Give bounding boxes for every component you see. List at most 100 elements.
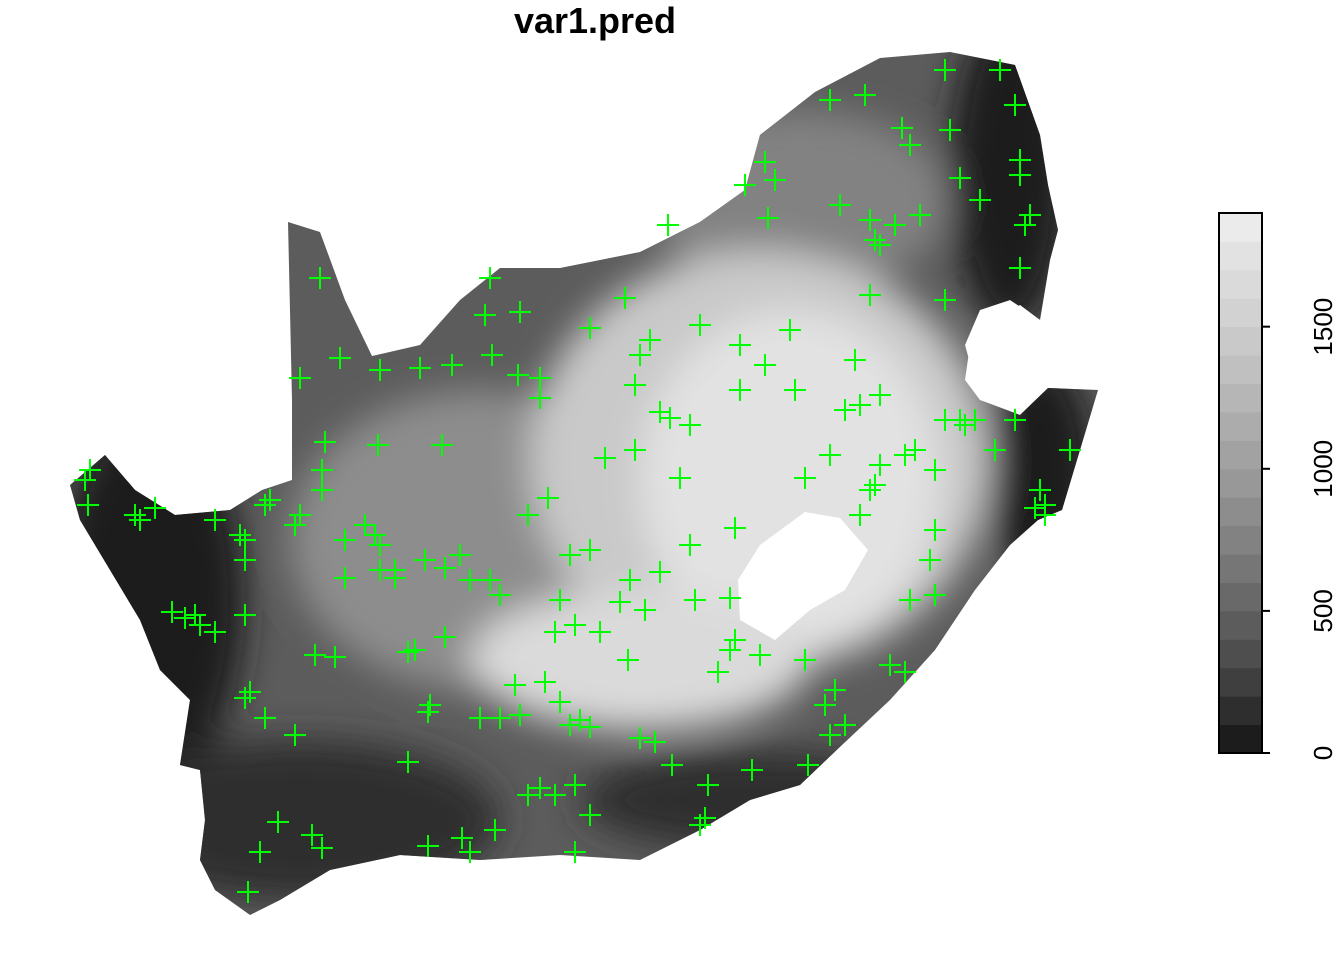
station-marker (649, 401, 671, 423)
station-marker (689, 314, 711, 336)
station-marker (129, 509, 151, 531)
station-marker (204, 621, 226, 643)
station-marker (819, 444, 841, 466)
station-marker (891, 117, 913, 139)
station-marker (919, 549, 941, 571)
station-marker (697, 774, 719, 796)
station-marker (719, 639, 741, 661)
station-marker (284, 514, 306, 536)
station-marker (354, 514, 376, 536)
station-marker (544, 784, 566, 806)
station-marker (741, 759, 763, 781)
station-marker (909, 204, 931, 226)
station-marker (869, 384, 891, 406)
station-marker (934, 289, 956, 311)
station-marker (869, 454, 891, 476)
station-marker (854, 84, 876, 106)
station-marker (834, 399, 856, 421)
station-marker (504, 674, 526, 696)
station-marker (1019, 204, 1041, 226)
colorbar-band (1219, 298, 1262, 328)
station-marker (734, 174, 756, 196)
station-marker (289, 367, 311, 389)
station-marker (814, 694, 836, 716)
station-marker (707, 661, 729, 683)
station-marker (367, 434, 389, 456)
station-marker (289, 504, 311, 526)
colorbar-bands (1219, 213, 1262, 754)
station-marker (481, 344, 503, 366)
station-marker (849, 394, 871, 416)
station-marker (74, 469, 96, 491)
station-marker (459, 841, 481, 863)
station-marker (564, 614, 586, 636)
station-marker (417, 701, 439, 723)
station-marker (161, 601, 183, 623)
station-marker (899, 134, 921, 156)
station-marker (564, 774, 586, 796)
station-marker (1004, 94, 1026, 116)
station-markers (74, 59, 1081, 903)
station-marker (624, 439, 646, 461)
station-marker (329, 347, 351, 369)
station-marker (544, 621, 566, 643)
station-marker (834, 714, 856, 736)
station-marker (311, 479, 333, 501)
station-marker (934, 59, 956, 81)
station-marker (859, 479, 881, 501)
station-marker (369, 359, 391, 381)
station-marker (989, 59, 1011, 81)
station-marker (369, 559, 391, 581)
station-marker (724, 629, 746, 651)
colorbar-band (1219, 582, 1262, 612)
station-marker (984, 439, 1006, 461)
swaziland-hole (965, 305, 1040, 410)
station-marker (509, 301, 531, 323)
low-band-west-coast (70, 410, 245, 790)
station-marker (537, 487, 559, 509)
colorbar-band (1219, 468, 1262, 498)
station-marker (949, 167, 971, 189)
station-marker (1029, 479, 1051, 501)
high-band-core (640, 310, 940, 650)
station-marker (384, 567, 406, 589)
station-marker (1059, 439, 1081, 461)
station-marker (204, 509, 226, 531)
station-marker (579, 539, 601, 561)
colorbar-band (1219, 610, 1262, 640)
colorbar-ticks: 0 500 1000 1500 (1262, 298, 1338, 760)
low-band-southwest (100, 740, 500, 900)
low-band-south-coast (580, 750, 940, 850)
colorbar-band (1219, 667, 1262, 697)
station-marker (1014, 214, 1036, 236)
station-marker (859, 209, 881, 231)
colorbar-band (1219, 355, 1262, 385)
station-marker (924, 584, 946, 606)
station-marker (879, 654, 901, 676)
station-marker (489, 707, 511, 729)
station-marker (764, 169, 786, 191)
station-marker (417, 835, 439, 857)
station-marker (619, 569, 641, 591)
station-marker (479, 267, 501, 289)
low-band-northeast (950, 52, 1070, 330)
station-marker (229, 524, 251, 546)
colorbar-band (1219, 497, 1262, 527)
station-marker (144, 497, 166, 519)
station-marker (629, 344, 651, 366)
colorbar-band (1219, 383, 1262, 413)
station-marker (549, 691, 571, 713)
station-marker (579, 317, 601, 339)
station-marker (334, 567, 356, 589)
station-marker (529, 387, 551, 409)
station-marker (431, 434, 453, 456)
station-marker (779, 319, 801, 341)
station-marker (409, 357, 431, 379)
station-marker (484, 819, 506, 841)
station-marker (729, 379, 751, 401)
station-marker (309, 267, 331, 289)
station-marker (819, 89, 841, 111)
station-marker (314, 431, 336, 453)
plot-title: var1.pred (513, 0, 677, 41)
colorbar-band (1219, 213, 1262, 242)
